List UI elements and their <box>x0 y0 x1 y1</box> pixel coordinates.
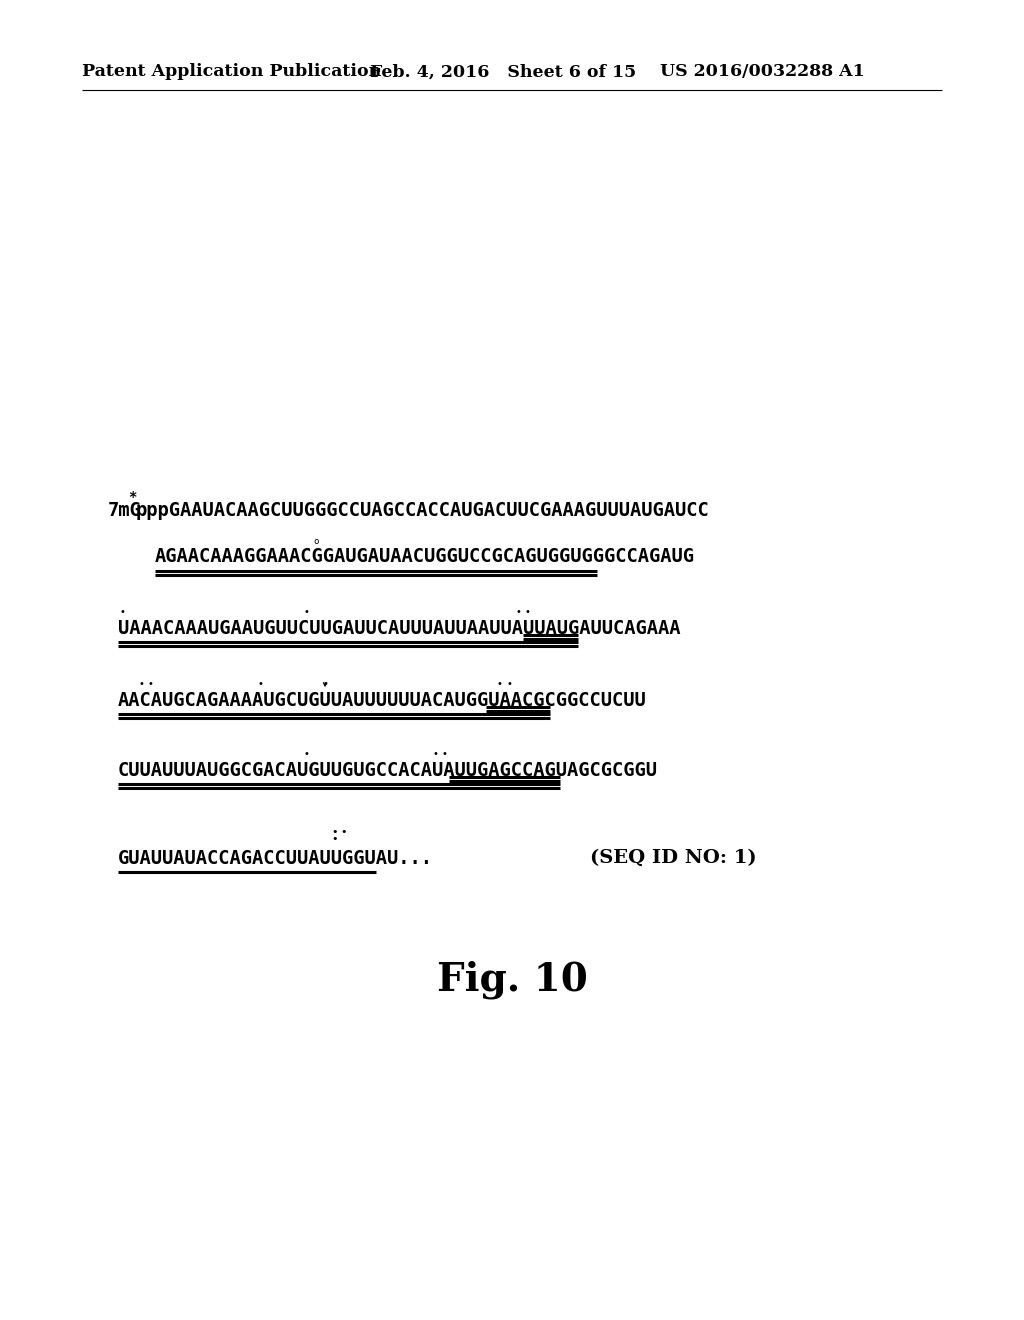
Text: •: • <box>323 678 328 689</box>
Text: •: • <box>331 834 338 843</box>
Text: Patent Application Publication: Patent Application Publication <box>82 63 381 81</box>
Text: AGAACAAAGGAAACGGAUGAUAACUGGUCCGCAGUGGUGGGCCAGAUG: AGAACAAAGGAAACGGAUGAUAACUGGUCCGCAGUGGUGG… <box>155 548 695 566</box>
Text: pppGAAUACAAGCUUGGGCCUAGCCACCAUGACUUCGAAAGUUUAUGAUCC: pppGAAUACAAGCUUGGGCCUAGCCACCAUGACUUCGAAA… <box>135 500 710 520</box>
Text: Feb. 4, 2016   Sheet 6 of 15: Feb. 4, 2016 Sheet 6 of 15 <box>370 63 636 81</box>
Text: •: • <box>120 607 126 616</box>
Text: UAAACAAAUGAAUGUUCUUGAUUCAUUUAUUAAUUAUUAUGAUUCAGAAA: UAAACAAAUGAAUGUUCUUGAUUCAUUUAUUAAUUAUUAU… <box>118 619 681 638</box>
Text: •: • <box>340 828 347 837</box>
Text: o: o <box>313 537 318 546</box>
Text: •: • <box>304 748 309 759</box>
Text: •: • <box>441 748 447 759</box>
Text: •: • <box>331 828 338 837</box>
Text: •: • <box>506 678 512 689</box>
Text: •: • <box>524 607 530 616</box>
Text: AACAUGCAGAAAAUGCUGUUAUUUUUUACAUGGUAACGCGGCCUCUU: AACAUGCAGAAAAUGCUGUUAUUUUUUACAUGGUAACGCG… <box>118 690 647 710</box>
Text: •: • <box>497 678 503 689</box>
Text: (SEQ ID NO: 1): (SEQ ID NO: 1) <box>590 849 757 867</box>
Text: US 2016/0032288 A1: US 2016/0032288 A1 <box>660 63 864 81</box>
Text: *: * <box>128 490 137 504</box>
Text: •: • <box>432 748 438 759</box>
Text: •: • <box>147 678 154 689</box>
Text: •: • <box>138 678 144 689</box>
Text: Fig. 10: Fig. 10 <box>436 961 588 999</box>
Text: CUUAUUUAUGGCGACAUGUUGUGCCACAUAUUGAGCCAGUAGCGCGGU: CUUAUUUAUGGCGACAUGUUGUGCCACAUAUUGAGCCAGU… <box>118 760 658 780</box>
Text: •: • <box>258 678 263 689</box>
Text: •: • <box>304 607 309 616</box>
Text: 7mG: 7mG <box>108 500 141 520</box>
Text: •: • <box>515 607 521 616</box>
Text: GUAUUAUACCAGACCUUAUUGGUAU...: GUAUUAUACCAGACCUUAUUGGUAU... <box>118 849 433 867</box>
